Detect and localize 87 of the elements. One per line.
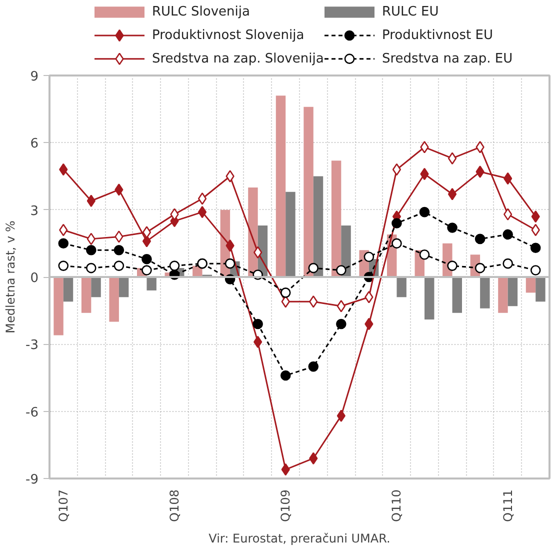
- point: [392, 163, 402, 176]
- bar: [118, 277, 129, 298]
- point: [226, 170, 234, 182]
- bar: [146, 277, 156, 290]
- point: [447, 260, 458, 271]
- point: [364, 291, 374, 304]
- y-tick-label: 9: [30, 70, 39, 84]
- point: [448, 152, 457, 164]
- bar: [452, 277, 462, 313]
- legend-label: RULC Slovenija: [152, 4, 250, 20]
- point: [392, 238, 402, 249]
- y-tick-label: 6: [30, 136, 39, 152]
- point: [474, 262, 486, 274]
- text: Vir: Eurostat, preračuni UMAR.: [208, 532, 390, 546]
- point: [364, 252, 374, 262]
- legend-label: RULC EU: [382, 4, 439, 20]
- bar: [276, 96, 286, 277]
- point: [198, 206, 207, 218]
- bar: [508, 277, 518, 306]
- y-axis-title: Medletna rast, v %: [4, 220, 18, 334]
- point: [252, 318, 263, 330]
- point: [114, 244, 124, 256]
- point: [530, 242, 541, 254]
- point: [419, 206, 430, 218]
- bar: [526, 277, 536, 293]
- x-tick-label: Q111: [500, 489, 515, 522]
- y-tick-label: 0: [30, 271, 39, 286]
- legend-label: Produktivnost EU: [382, 28, 493, 43]
- point: [308, 262, 319, 274]
- point: [448, 188, 457, 200]
- bar: [54, 277, 64, 336]
- point: [114, 260, 124, 271]
- point: [224, 258, 236, 269]
- point: [502, 229, 513, 240]
- point: [58, 260, 69, 271]
- point: [504, 208, 512, 220]
- bar: [498, 277, 508, 313]
- point: [336, 410, 346, 422]
- point: [170, 208, 179, 220]
- point: [336, 265, 346, 276]
- bar: [91, 277, 101, 298]
- bar: [424, 277, 434, 320]
- point: [58, 238, 69, 249]
- point: [86, 244, 96, 256]
- point: [114, 230, 124, 243]
- x-tick-label: Q110: [390, 489, 404, 522]
- point: [280, 370, 291, 381]
- point: [86, 262, 96, 274]
- point: [309, 452, 318, 464]
- point: [502, 258, 513, 269]
- point: [226, 240, 234, 252]
- bar: [109, 277, 119, 322]
- point: [530, 265, 541, 276]
- bar: [313, 176, 324, 277]
- point: [142, 226, 152, 238]
- y-tick-label: -9: [26, 472, 39, 488]
- legend-label: Produktivnost Slovenija: [152, 28, 304, 43]
- legend-label: Sredstva na zap. Slovenija: [152, 51, 324, 66]
- y-tick-label: 3: [30, 204, 39, 219]
- bar: [331, 160, 342, 277]
- x-tick-label: Q108: [168, 489, 182, 522]
- point: [476, 166, 484, 178]
- point: [280, 288, 291, 298]
- point: [447, 222, 458, 233]
- bar: [536, 277, 546, 302]
- bar: [63, 277, 74, 302]
- bar: [286, 192, 296, 277]
- y-tick-label: -3: [26, 338, 39, 354]
- point: [308, 361, 319, 372]
- point: [419, 249, 430, 260]
- point: [142, 254, 152, 264]
- bar: [396, 277, 406, 298]
- point: [474, 234, 486, 244]
- point: [142, 235, 152, 248]
- x-tick-label: Q107: [56, 489, 70, 522]
- bar: [81, 277, 92, 313]
- point: [142, 265, 152, 276]
- bar: [304, 106, 314, 277]
- y-tick-label: -6: [26, 405, 39, 420]
- point: [336, 318, 346, 330]
- x-tick-label: Q109: [278, 489, 293, 522]
- legend-label: Sredstva na zap. EU: [382, 51, 513, 66]
- point: [392, 218, 402, 228]
- point: [169, 260, 180, 271]
- point: [198, 192, 207, 205]
- bar: [480, 277, 490, 308]
- point: [114, 184, 124, 196]
